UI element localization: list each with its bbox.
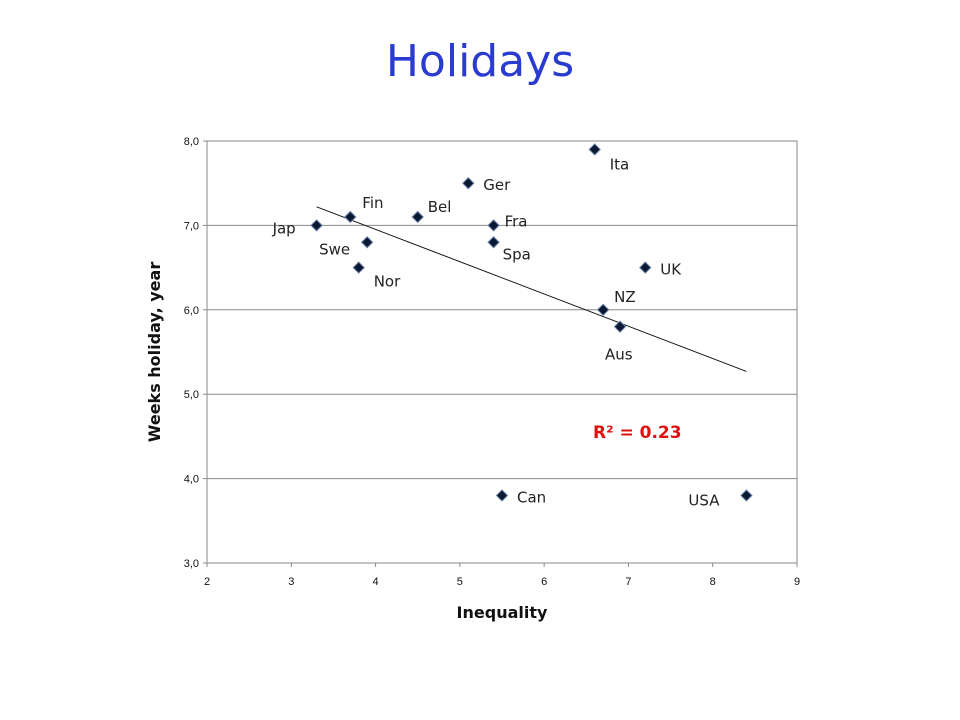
y-tick-label: 8,0 (184, 136, 199, 148)
y-axis-ticks: 3,0 4,0 5,0 6,0 7,0 8,0 (184, 136, 207, 570)
data-points: Jap Fin Swe Nor Bel Ger Fra Spa Ita UK NZ Aus Can USA (272, 143, 753, 509)
x-axis-title: Inequality (457, 603, 548, 622)
data-point-nor (352, 261, 365, 274)
x-tick-label: 7 (625, 576, 631, 588)
x-tick-label: 4 (373, 576, 379, 588)
data-point-ita (588, 143, 601, 156)
point-label-fra: Fra (505, 212, 528, 230)
x-tick-label: 2 (204, 576, 210, 588)
point-label-nz: NZ (614, 288, 636, 306)
point-label-can: Can (517, 488, 546, 506)
data-point-nz (596, 303, 610, 317)
point-label-ger: Ger (483, 176, 511, 194)
data-point-fra (487, 219, 500, 232)
y-tick-label: 4,0 (184, 474, 199, 486)
y-axis-title: Weeks holiday, year (145, 262, 164, 443)
data-point-bel (411, 210, 424, 224)
y-tick-label: 7,0 (184, 220, 199, 232)
point-label-nor: Nor (374, 273, 401, 291)
y-tick-label: 5,0 (184, 389, 199, 401)
y-tick-label: 6,0 (184, 305, 199, 317)
data-point-spa (487, 236, 500, 249)
point-label-ita: Ita (610, 155, 630, 173)
data-point-jap (310, 219, 323, 232)
r-squared-annotation: R² = 0.23 (593, 423, 682, 443)
data-point-aus (613, 320, 627, 333)
point-label-bel: Bel (428, 198, 452, 216)
data-point-usa (740, 489, 753, 502)
x-tick-label: 6 (541, 576, 547, 588)
point-label-uk: UK (660, 261, 682, 279)
point-label-fin: Fin (362, 194, 383, 212)
data-point-swe (360, 236, 374, 249)
data-point-ger (462, 176, 475, 190)
x-tick-label: 3 (288, 576, 294, 588)
point-label-usa: USA (688, 491, 720, 509)
point-label-spa: Spa (503, 245, 531, 263)
data-point-uk (639, 261, 652, 274)
slide-title: Holidays (385, 36, 575, 87)
trendline (316, 206, 747, 372)
point-label-jap: Jap (272, 219, 296, 237)
x-tick-label: 8 (710, 576, 716, 588)
point-label-swe: Swe (319, 240, 350, 258)
data-point-can (495, 489, 509, 502)
x-tick-label: 5 (457, 576, 463, 588)
y-tick-label: 3,0 (184, 558, 199, 570)
gridlines (207, 224, 797, 480)
data-point-fin (344, 210, 357, 224)
point-label-aus: Aus (605, 346, 633, 364)
x-axis-ticks: 2 3 4 5 6 7 8 9 (204, 563, 800, 588)
x-tick-label: 9 (794, 576, 800, 588)
